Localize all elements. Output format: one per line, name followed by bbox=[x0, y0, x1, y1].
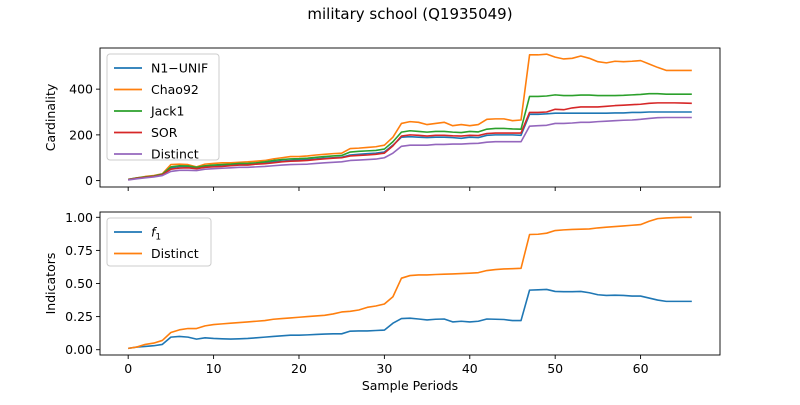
axes-frame bbox=[99, 47, 721, 188]
x-tick-label: 10 bbox=[206, 361, 222, 376]
legend-label: f1 bbox=[151, 225, 161, 243]
legend: N1−UNIF Chao92 Jack1 SOR Distinct bbox=[106, 53, 220, 162]
y-tick-label: 200 bbox=[69, 127, 93, 142]
legend-label: SOR bbox=[151, 125, 178, 140]
legend-label: Distinct bbox=[151, 246, 199, 261]
legend-label: Jack1 bbox=[150, 104, 184, 119]
y-tick-label: 1.00 bbox=[65, 210, 93, 225]
legend-label: N1−UNIF bbox=[151, 61, 208, 76]
series-line-sor bbox=[128, 102, 692, 181]
y-tick-label: 0.75 bbox=[65, 243, 93, 258]
series-line-chao92 bbox=[128, 53, 692, 181]
y-axis-label: Cardinality bbox=[43, 83, 58, 151]
y-axis-label: Indicators bbox=[43, 253, 58, 315]
series-line-distinct bbox=[128, 216, 692, 350]
legend: f1 Distinct bbox=[106, 217, 212, 267]
x-tick-label: 0 bbox=[124, 361, 132, 376]
legend-label: Chao92 bbox=[151, 82, 199, 97]
y-tick-label: 0 bbox=[85, 173, 93, 188]
figure-title: military school (Q1935049) bbox=[307, 5, 512, 23]
series-line-f1 bbox=[128, 288, 692, 350]
x-tick-label: 60 bbox=[633, 361, 649, 376]
y-tick-label: 0.00 bbox=[65, 342, 93, 357]
legend-label: Distinct bbox=[151, 147, 199, 162]
cardinality-panel: 0 200 400 Cardinality N1−UNIF Chao92 Jack1 SOR D… bbox=[43, 47, 721, 191]
x-tick-label: 30 bbox=[376, 361, 392, 376]
indicators-panel: 0 10 20 30 40 50 60 0.00 0.25 0.50 0.75 1.00 Indicat… bbox=[43, 210, 721, 393]
x-tick-label: 20 bbox=[291, 361, 307, 376]
x-tick-label: 50 bbox=[547, 361, 563, 376]
series-line-jack1 bbox=[128, 92, 692, 181]
legend-box bbox=[106, 53, 220, 161]
series-line-distinct bbox=[128, 116, 692, 181]
x-axis-label: Sample Periods bbox=[362, 378, 458, 393]
y-tick-label: 0.25 bbox=[65, 309, 93, 324]
x-tick-label: 40 bbox=[462, 361, 478, 376]
y-tick-label: 400 bbox=[69, 82, 93, 97]
y-tick-label: 0.50 bbox=[65, 276, 93, 291]
